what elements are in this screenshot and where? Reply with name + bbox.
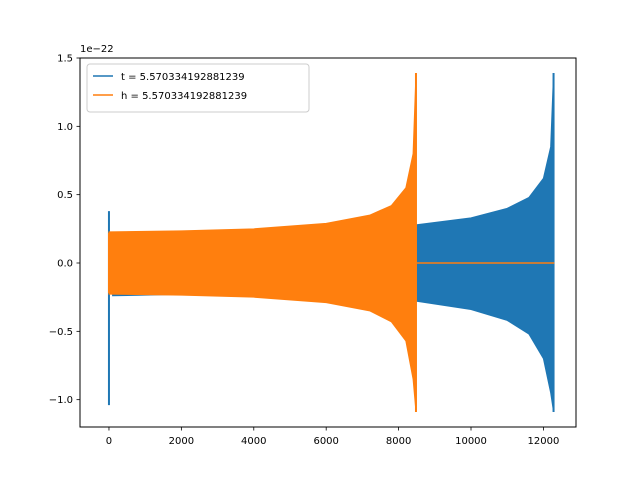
x-tick-label: 12000 [528, 436, 560, 447]
y-tick-label: 1.0 [57, 122, 73, 133]
y-tick-label: 0.0 [57, 259, 73, 270]
legend: t = 5.570334192881239 h = 5.5703341928812… [86, 63, 310, 113]
x-tick-label: 0 [106, 436, 112, 447]
x-tick-label: 4000 [241, 436, 266, 447]
x-tick-label: 8000 [386, 436, 411, 447]
legend-label: t = 5.570334192881239 [121, 72, 245, 83]
y-tick-label: 0.5 [57, 190, 73, 201]
y-tick-label: 1.5 [57, 54, 73, 65]
x-tick-label: 6000 [313, 436, 338, 447]
plot-content [107, 73, 555, 413]
x-axis: 0 2000 4000 6000 8000 10000 12000 [106, 427, 560, 447]
y-tick-label: −1.0 [49, 395, 73, 406]
series-2-envelope [108, 73, 417, 413]
x-tick-label: 10000 [455, 436, 487, 447]
legend-box [86, 63, 310, 113]
y-offset-label: 1e−22 [80, 44, 114, 55]
series-2 [107, 73, 555, 413]
y-axis: −1.0 −0.5 0.0 0.5 1.0 1.5 [49, 54, 80, 406]
legend-label: h = 5.570334192881239 [121, 91, 247, 102]
y-tick-label: −0.5 [49, 327, 73, 338]
x-tick-label: 2000 [169, 436, 194, 447]
axes-frame [79, 57, 577, 428]
